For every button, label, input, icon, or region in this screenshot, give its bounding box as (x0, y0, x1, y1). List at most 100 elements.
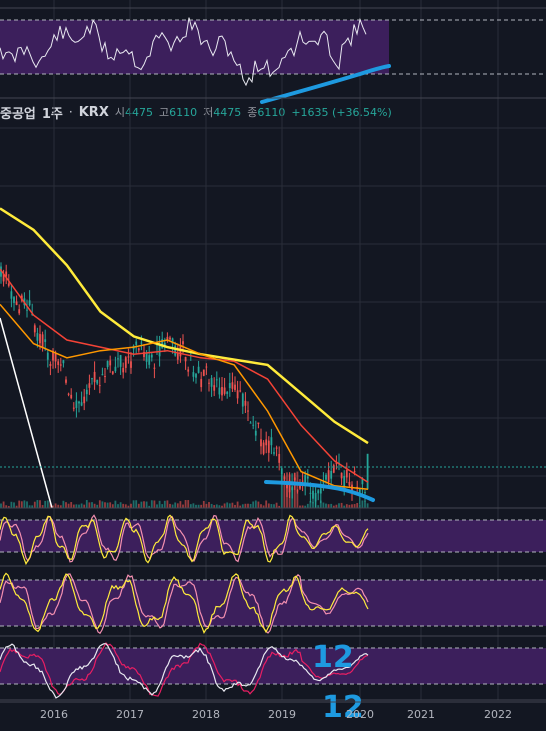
candle-body (28, 300, 31, 306)
candle-body (169, 337, 171, 340)
candle-body (340, 472, 343, 479)
candle-body (114, 366, 117, 372)
candle-body (221, 387, 223, 396)
volume-bar (273, 504, 275, 508)
volume-bar (33, 501, 36, 508)
osc3-line-1 (0, 643, 369, 699)
volume-bar (96, 504, 99, 508)
volume-bar (366, 503, 369, 508)
volume-bar (187, 500, 190, 508)
candle-body (5, 271, 8, 277)
volume-bar (215, 504, 218, 508)
candle-body (49, 364, 52, 366)
candle-body (109, 360, 112, 366)
volume-bar (208, 502, 210, 508)
volume-bar (304, 505, 307, 508)
volume-bar (244, 503, 247, 508)
volume-bar (332, 505, 335, 508)
volume-bar (10, 501, 13, 508)
candle-body (140, 342, 143, 344)
candle-body (137, 348, 140, 351)
volume-bar (39, 500, 41, 508)
volume-bar (119, 502, 122, 508)
volume-bar (241, 504, 244, 508)
volume-bar (88, 502, 91, 508)
volume-bar (98, 500, 101, 508)
legend-separator: · (68, 105, 73, 119)
interval-label[interactable]: 1주 (41, 106, 63, 122)
candle-body (226, 391, 229, 394)
volume-bar (83, 504, 86, 508)
volume-bar (319, 500, 322, 508)
volume-bar (275, 502, 278, 508)
candle-body (36, 333, 39, 341)
volume-bar (15, 505, 18, 508)
candle-body (62, 360, 65, 364)
candle-body (197, 366, 200, 373)
candle-body (262, 442, 265, 454)
moving-average-ma_mid (0, 268, 369, 483)
x-tick-label: 2018 (192, 708, 220, 721)
volume-bar (280, 474, 283, 508)
volume-bar (26, 501, 28, 508)
candle-body (119, 355, 122, 367)
candle-body (322, 482, 325, 484)
symbol-name[interactable]: 중공업 (0, 106, 36, 122)
candle-body (33, 325, 36, 333)
candle-body (210, 378, 213, 387)
volume-bar (286, 472, 288, 508)
candle-body (330, 470, 333, 479)
candle-body (174, 345, 177, 356)
volume-bar (179, 501, 182, 508)
candle-body (260, 439, 262, 447)
volume-bar (75, 504, 78, 508)
volume-bar (148, 505, 151, 508)
candle-body (18, 309, 21, 314)
volume-bar (52, 505, 54, 508)
volume-bar (314, 501, 317, 508)
volume-bar (62, 500, 65, 508)
volume-bar (124, 504, 127, 508)
candle-body (299, 483, 301, 489)
osc3-band (0, 648, 546, 684)
candle-body (93, 371, 96, 383)
candle-body (273, 452, 275, 454)
candle-body (236, 390, 239, 399)
volume-bar (254, 500, 257, 508)
volume-bar (348, 504, 351, 508)
volume-bar (20, 501, 23, 508)
volume-bar (265, 500, 268, 508)
candle-body (249, 422, 252, 424)
candle-body (135, 341, 138, 345)
volume-bar (231, 502, 234, 508)
candle-body (335, 462, 338, 464)
volume-bar (109, 502, 112, 508)
candle-body (327, 470, 330, 483)
osc1-line-1 (0, 514, 369, 566)
candle-body (364, 492, 366, 494)
candle-body (7, 283, 10, 286)
candle-body (275, 447, 278, 449)
osc2-line-0 (0, 573, 369, 635)
candle-body (78, 401, 80, 404)
volume-bar (101, 501, 104, 508)
candle-body (85, 389, 88, 395)
candle-body (252, 424, 255, 426)
candle-body (270, 437, 273, 446)
volume-bar (70, 502, 73, 508)
candle-body (309, 492, 312, 494)
candle-body (145, 352, 148, 362)
candle-body (358, 488, 361, 494)
chart-legend: 중공업 1주 · KRX 시4475 고6110 저4475 종6110 +16… (0, 102, 392, 122)
annotation-text: 12 (312, 640, 354, 675)
candle-body (192, 372, 195, 377)
candle-body (267, 440, 270, 453)
volume-bar (317, 505, 320, 508)
candle-body (96, 379, 99, 384)
candle-body (278, 453, 281, 463)
volume-bar (228, 503, 231, 508)
candle-body (257, 422, 260, 425)
volume-bar (299, 505, 301, 508)
candle-body (98, 385, 101, 387)
